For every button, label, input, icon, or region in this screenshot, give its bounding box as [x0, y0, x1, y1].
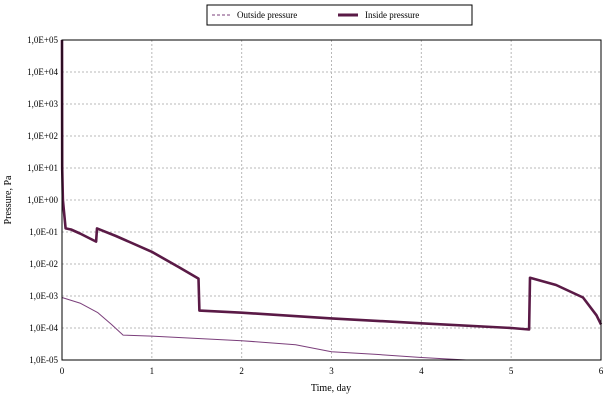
legend: Outside pressure Inside pressure [206, 4, 473, 26]
series-inside-pressure [60, 39, 603, 331]
y-tick-label: 1,0E-04 [29, 323, 58, 333]
x-tick-label: 2 [239, 366, 244, 376]
plot-frame [61, 39, 602, 361]
y-tick-label: 1,0E+01 [27, 163, 58, 173]
x-tick-label: 1 [150, 366, 155, 376]
x-axis-label: Time, day [311, 383, 351, 394]
x-tick-label: 6 [599, 366, 604, 376]
series-outside-pressure [61, 297, 467, 361]
y-tick-label: 1,0E+04 [27, 67, 58, 77]
y-tick-labels: 1,0E-05 1,0E-04 1,0E-03 1,0E-02 1,0E-01 1,0E+… [27, 35, 58, 365]
y-tick-label: 1,0E-05 [29, 355, 58, 365]
x-tick-label: 5 [509, 366, 514, 376]
series-group [60, 39, 603, 361]
x-tick-label: 4 [419, 366, 424, 376]
x-tick-label: 0 [60, 366, 65, 376]
y-tick-label: 1,0E-01 [29, 227, 58, 237]
y-tick-label: 1,0E+00 [27, 195, 58, 205]
y-tick-label: 1,0E-03 [29, 291, 58, 301]
y-tick-label: 1,0E+02 [27, 131, 58, 141]
legend-outside-label: Outside pressure [237, 10, 297, 20]
x-tick-labels: 0 1 2 3 4 5 6 [60, 366, 604, 376]
y-axis-label: Pressure, Pa [3, 175, 14, 224]
x-tick-label: 3 [329, 366, 334, 376]
y-tick-label: 1,0E+05 [27, 35, 58, 45]
legend-inside-label: Inside pressure [365, 10, 419, 20]
y-tick-label: 1,0E-02 [29, 259, 58, 269]
y-tick-label: 1,0E+03 [27, 99, 58, 109]
grid-lines [62, 40, 601, 360]
